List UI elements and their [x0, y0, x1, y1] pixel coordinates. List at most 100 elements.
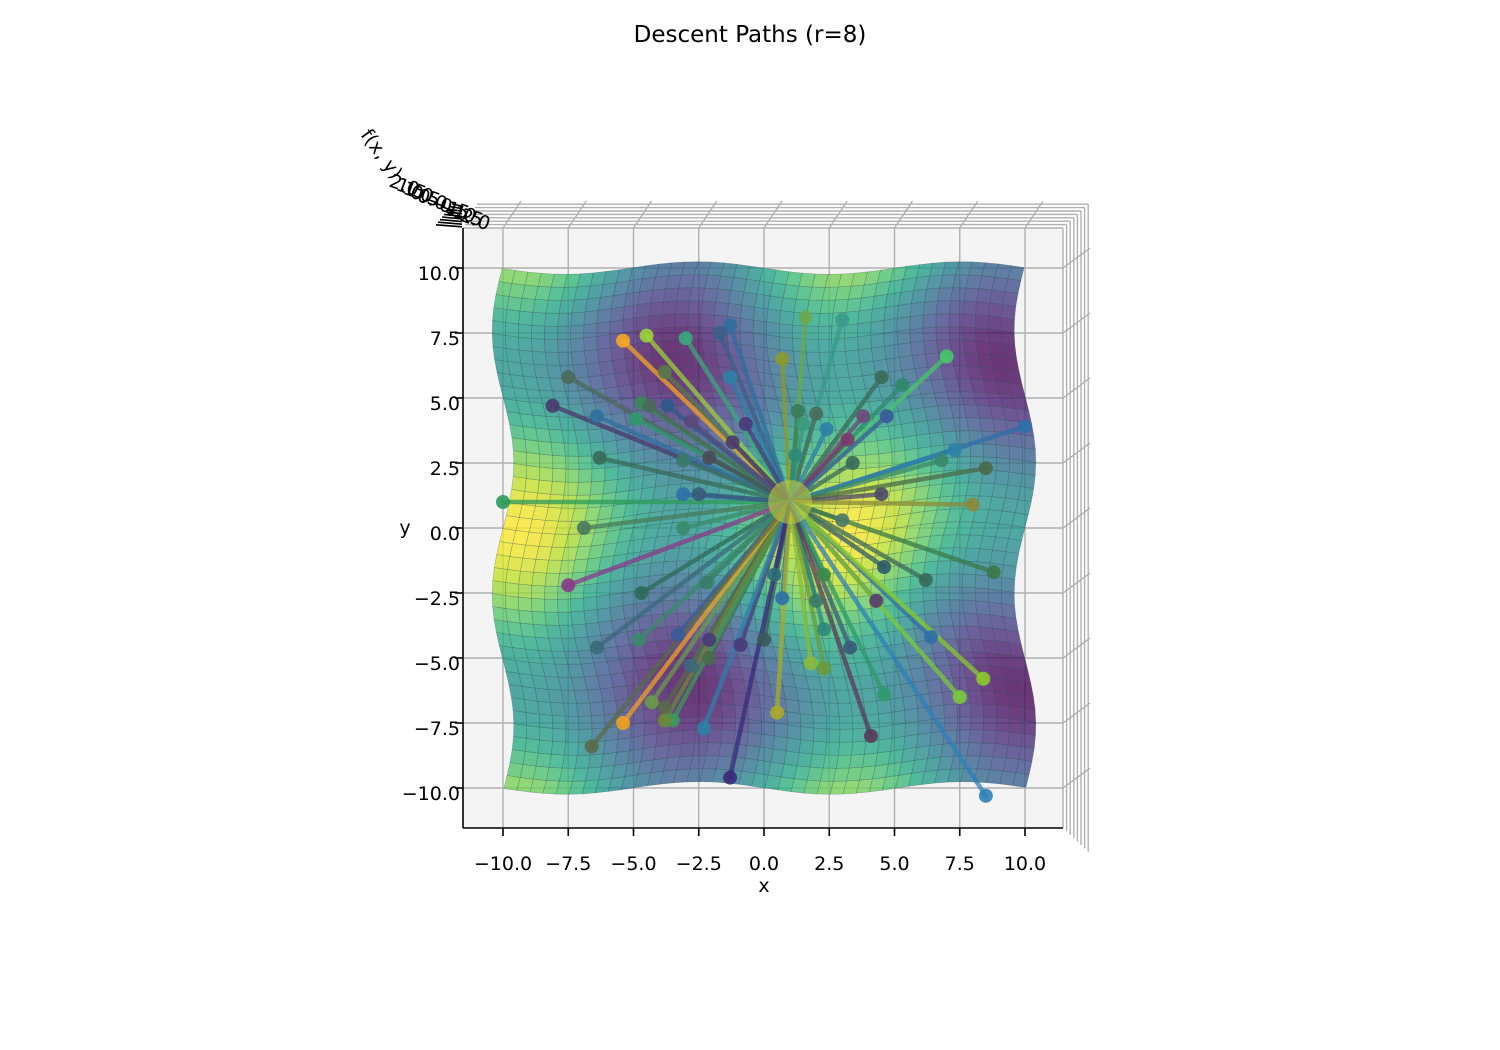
surface-cell	[609, 579, 624, 596]
surface-cell	[591, 714, 606, 730]
surface-cell	[913, 420, 930, 436]
surface-cell	[992, 743, 1009, 759]
surface-cell	[708, 716, 723, 731]
surface-cell	[761, 720, 776, 737]
surface-cell	[635, 315, 650, 332]
surface-cell	[995, 717, 1011, 733]
y-gridline-right	[1062, 247, 1091, 269]
surface-cell	[969, 716, 984, 731]
surface-cell	[956, 456, 971, 471]
surface-cell	[550, 701, 566, 717]
surface-cell	[813, 727, 828, 743]
surface-cell	[550, 740, 567, 756]
surface-cell	[900, 421, 917, 438]
surface-cell	[525, 712, 541, 728]
surface-cell	[1002, 551, 1020, 567]
surface-cell	[916, 732, 932, 748]
surface-cell	[662, 339, 678, 355]
surface-cell	[890, 436, 906, 453]
surface-cell	[1021, 707, 1037, 723]
x-gridline-top	[632, 200, 653, 229]
surface-cell	[1008, 458, 1024, 474]
descent-path-start-point	[879, 409, 894, 424]
descent-path-start-point	[895, 378, 910, 392]
surface-cell	[994, 730, 1010, 746]
surface-cell	[718, 742, 735, 758]
surface-cell	[805, 338, 820, 353]
surface-cell	[922, 586, 937, 602]
surface-cell	[871, 345, 887, 362]
descent-path-start-point	[670, 627, 685, 642]
surface-cell	[923, 339, 939, 355]
surface-cell	[589, 701, 605, 717]
descent-path-start-point	[864, 729, 879, 743]
surface-cell	[922, 599, 939, 615]
surface-cell	[991, 483, 1008, 499]
descent-path-start-point	[877, 560, 892, 574]
surface-cell	[570, 324, 585, 340]
surface-cell	[491, 320, 506, 336]
surface-cell	[754, 293, 771, 310]
surface-cell	[537, 700, 553, 716]
descent-path-line	[787, 465, 989, 505]
surface-cell	[522, 751, 539, 767]
surface-cell	[993, 691, 1010, 707]
surface-cell	[578, 468, 593, 483]
descent-path-start-point	[790, 404, 805, 418]
descent-path-start-point	[817, 567, 832, 582]
surface-cell	[1002, 616, 1019, 632]
surface-cell	[544, 325, 559, 340]
surface-cell	[622, 590, 637, 607]
surface-cell	[544, 338, 559, 353]
surface-cell	[1001, 304, 1017, 320]
surface-cell	[757, 746, 774, 763]
surface-cell	[739, 317, 754, 334]
surface-cell	[687, 313, 702, 328]
surface-cell	[517, 596, 533, 612]
x-axis-label: x	[758, 875, 769, 897]
surface-cell	[1021, 447, 1037, 463]
descent-path-start-point	[843, 640, 858, 655]
surface-cell	[786, 711, 802, 728]
surface-cell	[604, 466, 619, 482]
y-tick-label: 5.0	[430, 393, 460, 415]
surface-cell	[537, 440, 553, 456]
surface-cell	[550, 441, 566, 457]
surface-cell	[1007, 432, 1023, 448]
surface-cell	[1001, 564, 1017, 580]
surface-cell	[909, 587, 924, 603]
z-tick	[435, 224, 463, 228]
surface-cell	[609, 592, 624, 609]
y-gridline-right	[1062, 312, 1091, 334]
surface-cell	[979, 742, 996, 758]
surface-cell	[891, 449, 906, 466]
y-tick-label: −2.5	[414, 588, 460, 610]
surface-cell	[870, 332, 885, 349]
surface-cell	[995, 457, 1011, 473]
surface-cell	[563, 702, 579, 717]
surface-cell	[968, 729, 984, 744]
descent-path-start-point	[733, 638, 748, 652]
surface-cell	[863, 440, 880, 456]
surface-cell	[615, 438, 632, 454]
surface-cell	[948, 300, 964, 315]
surface-cell	[950, 287, 967, 302]
descent-path-line	[787, 499, 929, 583]
surface-cell	[865, 453, 880, 469]
surface-cell	[492, 346, 509, 362]
surface-cell	[822, 754, 839, 769]
surface-cell	[570, 350, 587, 366]
descent-path-start-point	[561, 578, 576, 593]
surface-cell	[545, 624, 562, 639]
surface-cell	[878, 711, 893, 728]
surface-cell	[517, 336, 533, 352]
surface-cell	[859, 360, 876, 377]
surface-cell	[1007, 265, 1025, 281]
descent-path-line	[787, 499, 887, 697]
surface-cell	[952, 417, 970, 432]
descent-path-start-point	[835, 313, 850, 327]
surface-cell	[857, 347, 874, 364]
surface-cell	[531, 571, 547, 587]
surface-cell	[1020, 434, 1036, 450]
surface-cell	[832, 298, 849, 314]
